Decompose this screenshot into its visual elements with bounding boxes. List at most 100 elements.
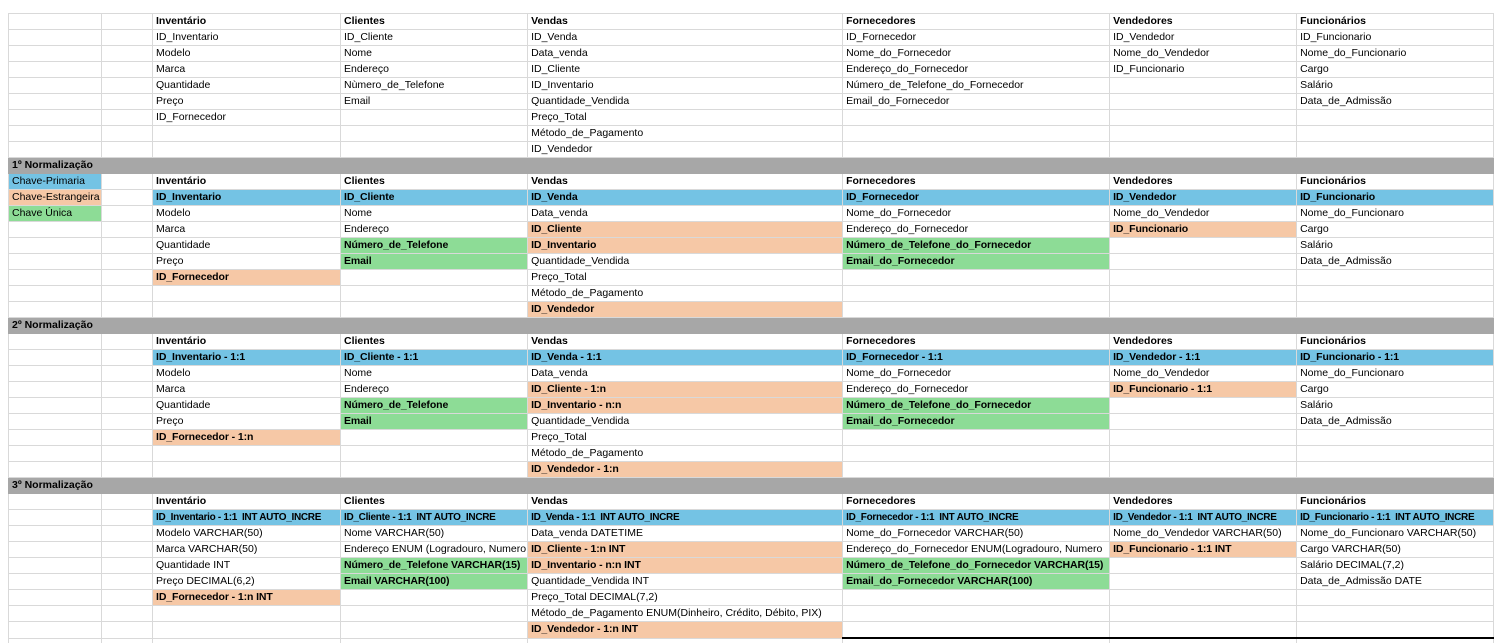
cell-empty[interactable] — [339, 269, 529, 286]
cell-field[interactable]: Email — [339, 93, 529, 110]
cell-field[interactable]: Nùmero_de_Telefone — [339, 77, 529, 94]
cell-field[interactable]: Endereço — [339, 221, 529, 238]
cell-table-name[interactable]: Fornecedores — [842, 493, 1111, 510]
cell-table-name[interactable]: Vendedores — [1109, 173, 1298, 190]
legend-primary-key[interactable]: Chave-Primaria — [8, 173, 102, 190]
cell-field-foreign-key[interactable]: ID_Cliente - 1:n — [527, 381, 844, 398]
cell-field[interactable]: Preço_Total — [527, 109, 844, 126]
cell-empty[interactable] — [8, 93, 102, 110]
cell-empty[interactable] — [339, 301, 529, 318]
cell-empty[interactable] — [152, 141, 341, 158]
cell-field[interactable]: Data_de_Admissão DATE — [1296, 573, 1495, 590]
cell-empty[interactable] — [1109, 573, 1298, 590]
cell-empty[interactable] — [1296, 301, 1495, 318]
cell-field-foreign-key[interactable]: ID_Cliente — [527, 221, 844, 238]
cell-field[interactable]: ID_Funcionario — [1109, 61, 1298, 78]
cell-field-primary-key[interactable]: ID_Vendedor - 1:1 INT AUTO_INCRE — [1109, 509, 1298, 526]
cell-empty[interactable] — [8, 381, 102, 398]
cell-empty[interactable] — [1296, 429, 1495, 446]
cell-empty[interactable] — [101, 509, 153, 526]
cell-field-primary-key[interactable]: ID_Inventario - 1:1 — [152, 349, 341, 366]
cell-empty[interactable] — [8, 493, 102, 510]
cell-field[interactable]: Salário DECIMAL(7,2) — [1296, 557, 1495, 574]
cell-empty[interactable] — [1109, 77, 1298, 94]
cell-empty[interactable] — [842, 621, 1111, 639]
cell-empty[interactable] — [8, 285, 102, 302]
cell-field[interactable]: Endereço — [339, 381, 529, 398]
cell-field[interactable]: Preço — [152, 93, 341, 110]
cell-field[interactable]: Nome_do_Vendedor VARCHAR(50) — [1109, 525, 1298, 542]
cell-field[interactable]: Nome_do_Funcionaro — [1296, 365, 1495, 382]
cell-field[interactable]: Modelo VARCHAR(50) — [152, 525, 341, 542]
cell-table-name[interactable]: Inventário — [152, 493, 341, 510]
cell-empty[interactable] — [8, 61, 102, 78]
section-header[interactable]: 3º Normalização — [7, 477, 1495, 494]
cell-empty[interactable] — [8, 397, 102, 414]
cell-empty[interactable] — [842, 445, 1111, 462]
cell-field-unique-key[interactable]: Número_de_Telefone — [339, 237, 529, 254]
cell-empty[interactable] — [1109, 621, 1298, 639]
cell-empty[interactable] — [339, 429, 529, 446]
cell-field-primary-key[interactable]: ID_Vendedor — [1109, 189, 1298, 206]
cell-field-primary-key[interactable]: ID_Funcionario — [1296, 189, 1495, 206]
cell-empty[interactable] — [1109, 237, 1298, 254]
cell-field-foreign-key[interactable]: ID_Funcionario — [1109, 221, 1298, 238]
cell-empty[interactable] — [1296, 269, 1495, 286]
cell-field[interactable]: ID_Venda — [527, 29, 844, 46]
cell-table-name[interactable]: Clientes — [339, 493, 529, 510]
cell-field-foreign-key[interactable]: ID_Funcionario - 1:1 — [1109, 381, 1298, 398]
cell-field-unique-key[interactable]: Número_de_Telefone_do_Fornecedor — [842, 397, 1111, 414]
cell-empty[interactable] — [101, 637, 153, 643]
cell-empty[interactable] — [339, 589, 529, 606]
cell-field[interactable]: Quantidade — [152, 77, 341, 94]
cell-empty[interactable] — [8, 573, 102, 590]
cell-field[interactable]: Preço — [152, 253, 341, 270]
cell-field[interactable]: Modelo — [152, 45, 341, 62]
cell-field[interactable]: Método_de_Pagamento — [527, 445, 844, 462]
cell-empty[interactable] — [101, 237, 153, 254]
cell-table-name[interactable]: Funcionários — [1296, 333, 1495, 350]
cell-empty[interactable] — [842, 637, 1111, 643]
cell-empty[interactable] — [101, 61, 153, 78]
cell-field[interactable]: Quantidade INT — [152, 557, 341, 574]
cell-field-unique-key[interactable]: Email_do_Fornecedor — [842, 253, 1111, 270]
cell-empty[interactable] — [1109, 301, 1298, 318]
cell-empty[interactable] — [101, 573, 153, 590]
cell-field[interactable]: Quantidade_Vendida INT — [527, 573, 844, 590]
cell-field-primary-key[interactable]: ID_Cliente — [339, 189, 529, 206]
cell-empty[interactable] — [1296, 109, 1495, 126]
cell-table-name[interactable]: Funcionários — [1296, 13, 1495, 30]
cell-field[interactable]: Nome — [339, 365, 529, 382]
cell-empty[interactable] — [1109, 461, 1298, 478]
cell-empty[interactable] — [1296, 445, 1495, 462]
cell-field[interactable]: Endereço — [339, 61, 529, 78]
cell-empty[interactable] — [101, 221, 153, 238]
cell-empty[interactable] — [842, 141, 1111, 158]
cell-field-primary-key[interactable]: ID_Inventario — [152, 189, 341, 206]
cell-field[interactable]: ID_Vendedor — [1109, 29, 1298, 46]
cell-empty[interactable] — [8, 141, 102, 158]
cell-field[interactable]: Marca — [152, 381, 341, 398]
cell-field[interactable]: Nome_do_Fornecedor — [842, 365, 1111, 382]
cell-field[interactable]: Nome_do_Funcionario — [1296, 45, 1495, 62]
cell-empty[interactable] — [1109, 253, 1298, 270]
cell-empty[interactable] — [842, 125, 1111, 142]
cell-empty[interactable] — [8, 333, 102, 350]
cell-field[interactable]: Quantidade — [152, 397, 341, 414]
cell-field[interactable]: Endereço_do_Fornecedor — [842, 221, 1111, 238]
cell-field-foreign-key[interactable]: ID_Vendedor - 1:n — [527, 461, 844, 478]
cell-field[interactable]: Data_venda DATETIME — [527, 525, 844, 542]
cell-empty[interactable] — [8, 509, 102, 526]
cell-empty[interactable] — [101, 301, 153, 318]
cell-empty[interactable] — [842, 461, 1111, 478]
cell-empty[interactable] — [152, 605, 341, 622]
cell-empty[interactable] — [8, 621, 102, 639]
cell-empty[interactable] — [101, 413, 153, 430]
cell-field-foreign-key[interactable]: ID_Fornecedor - 1:n — [152, 429, 341, 446]
cell-empty[interactable] — [101, 125, 153, 142]
cell-empty[interactable] — [8, 445, 102, 462]
cell-field[interactable]: Quantidade_Vendida — [527, 253, 844, 270]
cell-field[interactable]: Método_de_Pagamento — [527, 285, 844, 302]
cell-field[interactable]: ID_Cliente — [339, 29, 529, 46]
cell-field[interactable]: Nome — [339, 205, 529, 222]
